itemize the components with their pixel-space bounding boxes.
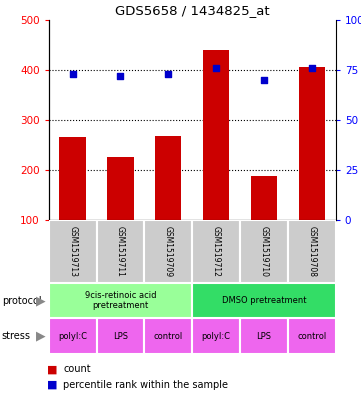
Bar [107,158,134,220]
Bar [144,318,192,354]
Point [70,71,75,77]
Text: GSM1519709: GSM1519709 [164,226,173,277]
Bar [49,220,97,283]
Bar [288,318,336,354]
Text: LPS: LPS [113,332,128,340]
Point [261,77,267,83]
Point [118,73,123,79]
Text: ▶: ▶ [35,294,45,307]
Point [309,64,315,71]
Text: polyI:C: polyI:C [58,332,87,340]
Text: polyI:C: polyI:C [202,332,231,340]
Text: GSM1519713: GSM1519713 [68,226,77,277]
Text: GSM1519711: GSM1519711 [116,226,125,277]
Bar [192,220,240,283]
Bar [288,220,336,283]
Bar [97,318,144,354]
Bar [155,136,182,220]
Text: count: count [63,364,91,375]
Text: control: control [154,332,183,340]
Text: ■: ■ [47,364,57,375]
Bar [60,138,86,220]
Text: 9cis-retinoic acid
pretreatment: 9cis-retinoic acid pretreatment [85,291,156,310]
Bar [192,283,336,318]
Text: ▶: ▶ [35,329,45,343]
Bar [203,50,229,220]
Point [165,71,171,77]
Text: stress: stress [2,331,31,341]
Bar [251,176,277,220]
Text: GSM1519712: GSM1519712 [212,226,221,277]
Text: LPS: LPS [256,332,271,340]
Bar [144,220,192,283]
Bar [240,318,288,354]
Text: DMSO pretreatment: DMSO pretreatment [222,296,306,305]
Bar [49,318,97,354]
Text: protocol: protocol [2,296,42,306]
Bar [240,220,288,283]
Text: control: control [297,332,326,340]
Title: GDS5658 / 1434825_at: GDS5658 / 1434825_at [115,4,270,17]
Point [213,64,219,71]
Text: percentile rank within the sample: percentile rank within the sample [63,380,228,390]
Bar [192,318,240,354]
Bar [49,283,192,318]
Bar [97,220,144,283]
Text: GSM1519710: GSM1519710 [260,226,269,277]
Text: ■: ■ [47,380,57,390]
Text: GSM1519708: GSM1519708 [307,226,316,277]
Bar [299,67,325,220]
